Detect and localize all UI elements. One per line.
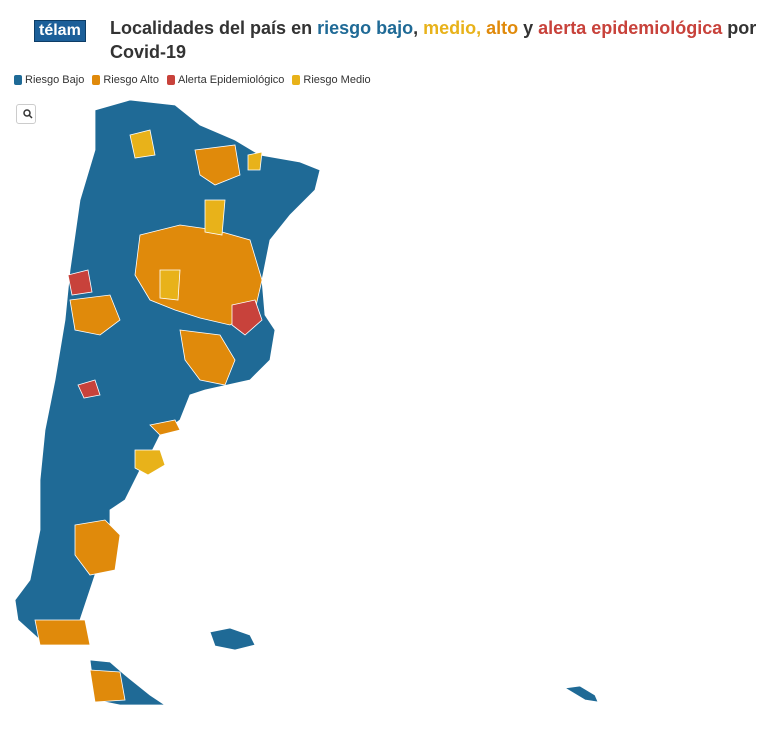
title: Localidades del país en riesgo bajo, med… bbox=[110, 16, 760, 64]
region bbox=[231, 299, 263, 336]
region bbox=[204, 199, 226, 236]
region bbox=[34, 619, 91, 646]
region bbox=[159, 269, 181, 301]
region bbox=[67, 269, 93, 296]
region bbox=[69, 294, 121, 336]
legend: Riesgo Bajo Riesgo Alto Alerta Epidemiológ… bbox=[14, 74, 371, 86]
legend-label: Riesgo Alto bbox=[103, 74, 159, 86]
title-part: riesgo bajo bbox=[317, 18, 414, 38]
legend-label: Alerta Epidemiológico bbox=[177, 74, 285, 86]
title-part: alerta epidemiológica bbox=[538, 18, 723, 38]
region bbox=[194, 144, 241, 186]
legend-swatch bbox=[14, 75, 22, 85]
title-part: alto bbox=[481, 18, 519, 38]
title-part: y bbox=[518, 18, 539, 38]
region bbox=[77, 379, 101, 399]
legend-label: Riesgo Medio bbox=[303, 74, 371, 86]
legend-label: Riesgo Bajo bbox=[25, 74, 85, 86]
title-part: medio, bbox=[423, 18, 482, 38]
georgias bbox=[563, 685, 599, 703]
malvinas bbox=[209, 627, 256, 651]
region bbox=[74, 519, 121, 576]
search-button[interactable] bbox=[16, 104, 36, 124]
title-part: Localidades del país en bbox=[110, 18, 318, 38]
region bbox=[179, 329, 236, 386]
legend-swatch bbox=[166, 75, 175, 85]
mainland bbox=[14, 99, 321, 641]
logo: télam bbox=[34, 20, 86, 42]
legend-item: Riesgo Alto bbox=[92, 74, 159, 86]
legend-item: Alerta Epidemiológico bbox=[166, 74, 285, 86]
region bbox=[134, 449, 166, 476]
legend-item: Riesgo Medio bbox=[292, 74, 371, 86]
map bbox=[14, 99, 599, 706]
legend-swatch bbox=[92, 75, 101, 85]
region bbox=[129, 129, 156, 159]
title-part: , bbox=[413, 18, 424, 38]
title-part: por Covid-19 bbox=[110, 18, 757, 62]
argentina bbox=[14, 99, 599, 706]
tierra-del-fuego-region bbox=[89, 669, 126, 703]
legend-swatch bbox=[292, 75, 301, 85]
region bbox=[149, 419, 181, 436]
search-icon bbox=[23, 108, 33, 119]
legend-item: Riesgo Bajo bbox=[14, 74, 84, 86]
region bbox=[247, 151, 263, 171]
